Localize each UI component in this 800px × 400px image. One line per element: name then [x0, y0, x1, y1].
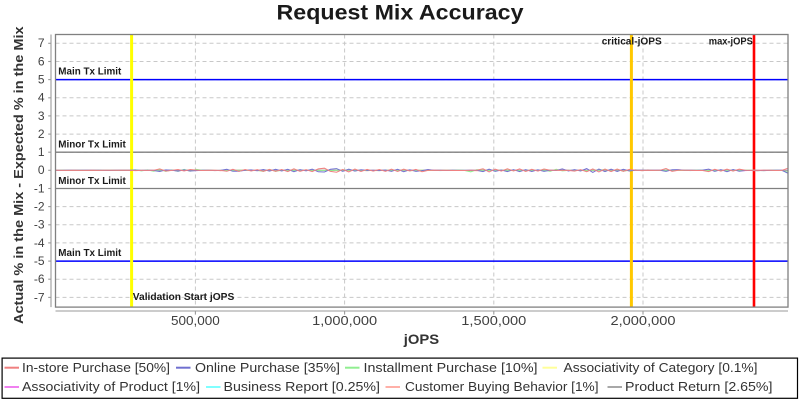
svg-text:2: 2 [38, 127, 45, 141]
svg-text:2,000,000: 2,000,000 [611, 314, 676, 328]
svg-text:-2: -2 [34, 200, 45, 214]
svg-text:Minor Tx Limit: Minor Tx Limit [58, 138, 126, 150]
svg-text:Installment Purchase [10%]: Installment Purchase [10%] [364, 360, 538, 375]
svg-text:500,000: 500,000 [171, 314, 220, 328]
svg-text:Associativity of Product [1%]: Associativity of Product [1%] [22, 379, 200, 394]
svg-text:In-store Purchase [50%]: In-store Purchase [50%] [22, 360, 170, 375]
svg-text:Main Tx Limit: Main Tx Limit [58, 247, 121, 259]
svg-text:1,500,000: 1,500,000 [461, 314, 526, 328]
svg-text:-6: -6 [34, 272, 45, 286]
svg-text:4: 4 [38, 91, 45, 105]
svg-text:7: 7 [38, 36, 45, 50]
svg-text:Business Report [0.25%]: Business Report [0.25%] [224, 379, 381, 394]
svg-text:max-jOPS: max-jOPS [709, 36, 753, 48]
svg-text:-1: -1 [34, 181, 45, 195]
svg-text:Associativity of Category [0.1: Associativity of Category [0.1%] [564, 360, 758, 375]
svg-text:Online Purchase [35%]: Online Purchase [35%] [195, 360, 340, 375]
svg-text:3: 3 [38, 109, 45, 123]
svg-text:-3: -3 [34, 218, 45, 232]
svg-text:6: 6 [38, 54, 45, 68]
svg-text:Actual % in the Mix - Expected: Actual % in the Mix - Expected % in the … [11, 26, 26, 324]
svg-text:-5: -5 [34, 254, 45, 268]
svg-text:Minor Tx Limit: Minor Tx Limit [58, 175, 126, 187]
svg-text:Validation Start jOPS: Validation Start jOPS [133, 291, 235, 303]
svg-text:jOPS: jOPS [403, 331, 439, 347]
svg-text:1,000,000: 1,000,000 [312, 314, 377, 328]
svg-text:critical-jOPS: critical-jOPS [602, 36, 662, 48]
svg-text:Main Tx Limit: Main Tx Limit [58, 65, 121, 77]
svg-text:5: 5 [38, 73, 45, 87]
svg-text:Request Mix Accuracy: Request Mix Accuracy [277, 0, 524, 24]
svg-text:Customer Buying Behavior [1%]: Customer Buying Behavior [1%] [405, 379, 599, 394]
svg-text:-4: -4 [34, 236, 45, 250]
svg-text:1: 1 [38, 145, 45, 159]
svg-text:-7: -7 [34, 290, 45, 304]
svg-text:0: 0 [38, 163, 45, 177]
svg-text:Product Return [2.65%]: Product Return [2.65%] [625, 379, 773, 394]
